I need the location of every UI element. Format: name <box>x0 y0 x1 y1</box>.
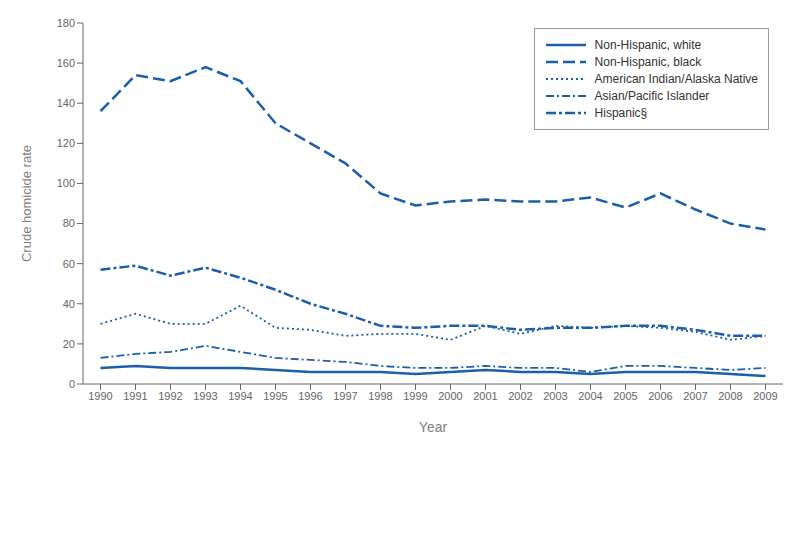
svg-text:20: 20 <box>63 338 75 350</box>
svg-text:2008: 2008 <box>718 390 742 402</box>
svg-text:140: 140 <box>57 97 75 109</box>
svg-text:120: 120 <box>57 137 75 149</box>
svg-text:100: 100 <box>57 177 75 189</box>
svg-text:1997: 1997 <box>333 390 357 402</box>
svg-text:2004: 2004 <box>578 390 602 402</box>
svg-text:1991: 1991 <box>123 390 147 402</box>
svg-text:40: 40 <box>63 298 75 310</box>
html-text:Non-Hispanic, white: Non-Hispanic, white <box>594 38 702 52</box>
svg-text:1993: 1993 <box>193 390 217 402</box>
svg-text:2001: 2001 <box>473 390 497 402</box>
svg-text:1998: 1998 <box>368 390 392 402</box>
svg-text:1996: 1996 <box>298 390 322 402</box>
svg-text:180: 180 <box>57 17 75 29</box>
html-text:Hispanic§: Hispanic§ <box>594 106 648 120</box>
svg-text:2005: 2005 <box>613 390 637 402</box>
svg-text:2002: 2002 <box>508 390 532 402</box>
svg-text:0: 0 <box>69 378 75 390</box>
html-text:Non-Hispanic, black: Non-Hispanic, black <box>594 55 702 69</box>
svg-text:1992: 1992 <box>158 390 182 402</box>
html-text:Asian/Pacific Islander: Asian/Pacific Islander <box>594 89 710 103</box>
svg-text:2000: 2000 <box>438 390 462 402</box>
svg-text:160: 160 <box>57 57 75 69</box>
svg-text:Year: Year <box>419 419 448 435</box>
svg-text:1990: 1990 <box>88 390 112 402</box>
svg-text:1995: 1995 <box>263 390 287 402</box>
svg-text:Crude homicide rate: Crude homicide rate <box>19 145 34 262</box>
svg-text:2006: 2006 <box>648 390 672 402</box>
svg-text:1994: 1994 <box>228 390 252 402</box>
svg-text:80: 80 <box>63 217 75 229</box>
svg-text:2007: 2007 <box>683 390 707 402</box>
svg-text:1999: 1999 <box>403 390 427 402</box>
svg-text:60: 60 <box>63 258 75 270</box>
html-text:American Indian/Alaska Native: American Indian/Alaska Native <box>594 72 758 86</box>
svg-text:2003: 2003 <box>543 390 567 402</box>
svg-text:2009: 2009 <box>753 390 777 402</box>
